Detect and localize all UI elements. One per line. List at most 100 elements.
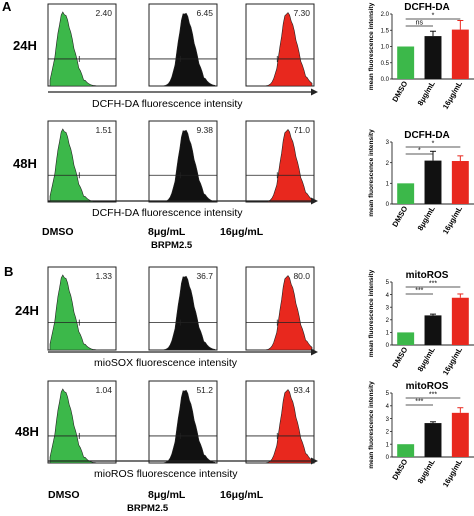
- chart-category-0-2: 16μg/mL: [441, 79, 464, 111]
- gate-percentage-3-0: 1.04: [95, 385, 112, 395]
- histogram-peak-2-1: [151, 275, 216, 351]
- row-label-b-24h: 24H: [15, 303, 39, 318]
- gate-percentage-1-1: 9.38: [196, 125, 213, 135]
- chart-category-1-0: DMSO: [390, 204, 409, 228]
- chart-category-2-0: DMSO: [390, 345, 409, 369]
- chart-bar-2-2: [451, 297, 469, 345]
- gate-percentage-0-0: 2.40: [95, 8, 112, 18]
- chart-bar-1-2: [451, 161, 469, 204]
- xlabel-a-48h: DCFH-DA fluorescence intensity: [92, 207, 243, 219]
- chart-ytick-label-3-3: 3: [386, 417, 390, 423]
- chart-category-1-2: 16μg/mL: [441, 204, 464, 236]
- chart-ytick-label-1-2: 2: [386, 161, 390, 167]
- chart-sig-label-3-0: ***: [415, 399, 423, 406]
- chart-ytick-label-2-1: 1: [386, 331, 390, 337]
- col-label-a-16: 16μg/mL: [220, 226, 264, 238]
- chart-ytick-label-2-5: 5: [386, 280, 390, 286]
- chart-ytick-label-3-0: 0: [386, 455, 390, 461]
- chart-category-3-0: DMSO: [390, 457, 409, 481]
- chart-title-1: DCFH-DA: [404, 130, 450, 141]
- chart-category-3-2: 16μg/mL: [441, 457, 464, 489]
- chart-bar-1-0: [397, 183, 415, 204]
- gate-percentage-1-2: 71.0: [293, 125, 310, 135]
- chart-ytick-label-2-2: 2: [386, 318, 390, 324]
- chart-title-2: mitoROS: [406, 270, 449, 281]
- gate-percentage-2-1: 36.7: [196, 271, 213, 281]
- col-label-a-dmso: DMSO: [42, 226, 74, 238]
- col-label-b-16: 16μg/mL: [220, 489, 264, 501]
- panel-a-letter: A: [2, 0, 12, 14]
- chart-ytick-label-3-4: 4: [386, 404, 390, 410]
- axis-arrowhead-2: [311, 348, 318, 356]
- row-label-b-48h: 48H: [15, 424, 39, 439]
- chart-ytick-label-0-0: 0.0: [381, 77, 390, 83]
- xlabel-b-48h: mioROS fluorescence intensity: [94, 468, 238, 480]
- chart-sig-label-1-0: *: [418, 148, 421, 155]
- chart-sig-label-1-1: *: [432, 141, 435, 148]
- histogram-peak-1-0: [49, 128, 114, 203]
- chart-category-3-1: 8μg/mL: [416, 457, 437, 485]
- chart-bar-3-2: [451, 412, 469, 457]
- gate-percentage-0-1: 6.45: [196, 8, 213, 18]
- chart-category-1-1: 8μg/mL: [416, 204, 437, 232]
- histogram-peak-0-0: [49, 11, 114, 87]
- xlabel-a-24h: DCFH-DA fluorescence intensity: [92, 98, 243, 110]
- chart-bar-3-1: [424, 423, 442, 457]
- row-label-a-48h: 48H: [13, 156, 37, 171]
- histogram-peak-1-1: [151, 129, 216, 203]
- histogram-peak-2-2: [248, 275, 313, 351]
- chart-sig-label-3-1: ***: [429, 392, 437, 399]
- chart-ytick-label-3-1: 1: [386, 442, 390, 448]
- chart-ytick-label-2-0: 0: [386, 343, 390, 349]
- col-label-b-dmso: DMSO: [48, 489, 80, 501]
- chart-ylabel-1: mean fluorescence intensity: [368, 129, 375, 217]
- chart-category-2-2: 16μg/mL: [441, 345, 464, 377]
- chart-bar-0-0: [397, 46, 415, 79]
- histogram-peak-0-1: [151, 12, 216, 87]
- chart-ylabel-0: mean fluorescence intensity: [368, 2, 375, 90]
- chart-ytick-label-1-3: 3: [386, 140, 390, 146]
- chart-bar-2-0: [397, 332, 415, 345]
- panel-b-letter: B: [4, 264, 14, 279]
- chart-category-2-1: 8μg/mL: [416, 345, 437, 373]
- chart-sig-label-2-0: ***: [415, 288, 423, 295]
- histogram-peak-1-2: [248, 129, 313, 203]
- compound-label-a: BRPM2.5: [151, 240, 193, 251]
- chart-ytick-label-3-5: 5: [386, 391, 390, 397]
- chart-sig-label-0-0: ns: [416, 20, 424, 27]
- chart-ytick-label-0-1: 0.5: [381, 61, 390, 67]
- col-label-a-8: 8μg/mL: [148, 226, 186, 238]
- gate-percentage-0-2: 7.30: [293, 8, 310, 18]
- xlabel-b-24h: mioSOX fluorescence intensity: [94, 357, 237, 369]
- gate-percentage-3-2: 93.4: [293, 385, 310, 395]
- gate-percentage-2-2: 80.0: [293, 271, 310, 281]
- chart-sig-label-0-1: *: [432, 13, 435, 20]
- histogram-peak-0-2: [248, 12, 313, 87]
- chart-ytick-label-2-4: 4: [386, 293, 390, 299]
- chart-ytick-label-0-4: 2.0: [381, 12, 390, 18]
- axis-arrowhead-3: [311, 457, 318, 465]
- chart-ytick-label-2-3: 3: [386, 305, 390, 311]
- chart-bar-0-2: [451, 29, 469, 80]
- gate-percentage-3-1: 51.2: [196, 385, 213, 395]
- chart-bar-1-1: [424, 160, 442, 204]
- axis-arrowhead-1: [311, 197, 318, 205]
- axis-arrowhead-0: [311, 88, 318, 96]
- col-label-b-8: 8μg/mL: [148, 489, 186, 501]
- compound-label-b: BRPM2.5: [127, 503, 169, 514]
- histogram-peak-3-0: [49, 388, 114, 464]
- chart-bar-0-1: [424, 36, 442, 79]
- chart-bar-3-0: [397, 444, 415, 457]
- chart-title-3: mitoROS: [406, 381, 449, 392]
- gate-percentage-2-0: 1.33: [95, 271, 112, 281]
- chart-ytick-label-0-2: 1.0: [381, 45, 390, 51]
- chart-ylabel-3: mean fluorescence intensity: [368, 381, 375, 469]
- histogram-peak-3-2: [248, 389, 313, 464]
- row-label-a-24h: 24H: [13, 38, 37, 53]
- chart-ytick-label-1-0: 0: [386, 202, 390, 208]
- chart-title-0: DCFH-DA: [404, 2, 450, 13]
- histogram-peak-3-1: [151, 389, 216, 464]
- chart-sig-label-2-1: ***: [429, 281, 437, 288]
